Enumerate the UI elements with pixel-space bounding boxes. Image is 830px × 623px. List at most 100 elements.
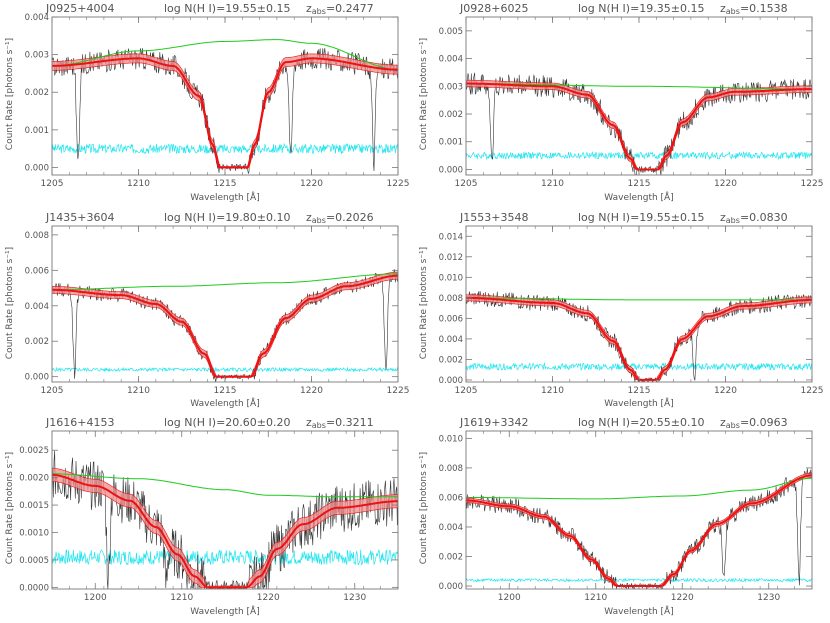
x-tick-label: 1210 <box>541 386 564 396</box>
panel-column-density: log N(H I)=19.55±0.15 <box>578 211 705 224</box>
y-tick-label: 0.000 <box>439 376 463 386</box>
data-spectrum <box>466 72 812 175</box>
y-tick-label: 0.001 <box>25 126 49 136</box>
x-tick-label: 1225 <box>801 386 824 396</box>
x-tick-label: 1220 <box>300 386 323 396</box>
continuum-line <box>52 273 398 291</box>
x-tick-label: 1210 <box>127 386 150 396</box>
x-tick-label: 1215 <box>628 179 651 189</box>
panel-column-density: log N(H I)=19.35±0.15 <box>578 2 705 15</box>
panel-redshift: zabs=0.1538 <box>720 2 788 16</box>
panel-redshift-value: =0.3211 <box>326 416 374 429</box>
panel-ylabel: Count Rate [photons s⁻¹] <box>5 452 15 564</box>
y-tick-label: 0.000 <box>25 163 49 173</box>
plot-frame <box>51 16 399 176</box>
panel-object-name: J1616+4153 <box>45 416 114 429</box>
panel-redshift-value: =0.0830 <box>740 211 788 224</box>
y-tick-label: 0.012 <box>439 253 463 263</box>
y-tick-label: 0.006 <box>439 493 463 503</box>
panel: J1619+3342 log N(H I)=20.55±0.10 zabs=0.… <box>419 416 813 617</box>
fit-line <box>466 474 812 587</box>
x-tick-label: 1225 <box>801 179 824 189</box>
continuum-line <box>52 39 398 71</box>
panel-xlabel: Wavelength [Å] <box>604 397 673 409</box>
panel-object-name: J0928+6025 <box>459 2 528 15</box>
panel-object-name: J1435+3604 <box>45 211 114 224</box>
y-tick-label: 0.010 <box>439 434 463 444</box>
plot-area: 1200 1210 1220 1230 0.000 0.002 0.004 0.006 0.00… <box>439 430 813 603</box>
panel-xlabel: Wavelength [Å] <box>604 605 673 617</box>
plot-area: 1205 1210 1215 1220 1225 0.000 0.002 0.004 0.006… <box>439 225 824 396</box>
x-tick-label: 1225 <box>387 179 410 189</box>
y-tick-label: 0.008 <box>25 231 49 241</box>
x-tick-label: 1220 <box>714 386 737 396</box>
panel-xlabel: Wavelength [Å] <box>604 191 673 203</box>
panel-redshift: zabs=0.0830 <box>720 211 788 225</box>
panel-column-density: log N(H I)=20.60±0.20 <box>164 416 291 429</box>
y-tick-label: 0.010 <box>439 273 463 283</box>
y-tick-label: 0.006 <box>25 266 49 276</box>
error-spectrum <box>466 150 812 161</box>
fit-uncertainty-band <box>52 271 398 377</box>
y-tick-label: 0.003 <box>439 82 463 92</box>
continuum-line <box>466 83 812 90</box>
x-tick-label: 1220 <box>671 593 694 603</box>
y-tick-label: 0.0000 <box>19 583 49 593</box>
plot-layer <box>52 269 398 382</box>
panel-object-name: J1619+3342 <box>459 416 528 429</box>
y-tick-label: 0.008 <box>439 464 463 474</box>
fit-uncertainty-band <box>52 467 398 588</box>
panel-ylabel: Count Rate [photons s⁻¹] <box>419 38 429 150</box>
y-tick-label: 0.002 <box>439 355 463 365</box>
x-tick-label: 1210 <box>170 593 193 603</box>
y-tick-label: 0.001 <box>439 138 463 148</box>
panel-xlabel: Wavelength [Å] <box>190 397 259 409</box>
panel-ylabel: Count Rate [photons s⁻¹] <box>5 38 15 150</box>
panel: J1435+3604 log N(H I)=19.80±0.10 zabs=0.… <box>5 211 409 409</box>
y-tick-label: 0.003 <box>25 51 49 61</box>
x-tick-label: 1205 <box>455 386 478 396</box>
y-tick-label: 0.008 <box>439 294 463 304</box>
x-tick-label: 1215 <box>214 386 237 396</box>
panel-column-density: log N(H I)=19.80±0.10 <box>164 211 291 224</box>
x-tick-label: 1215 <box>628 386 651 396</box>
panel-redshift: zabs=0.3211 <box>306 416 374 430</box>
panel-column-density: log N(H I)=19.55±0.15 <box>164 2 291 15</box>
continuum-line <box>466 297 812 301</box>
y-tick-label: 0.004 <box>439 523 463 533</box>
panel-redshift: zabs=0.2026 <box>306 211 374 225</box>
plot-layer <box>466 72 812 175</box>
y-tick-label: 0.006 <box>439 314 463 324</box>
panel-ylabel: Count Rate [photons s⁻¹] <box>419 452 429 564</box>
error-spectrum <box>52 142 398 155</box>
plot-frame <box>465 16 813 176</box>
y-tick-label: 0.002 <box>439 110 463 120</box>
x-tick-label: 1225 <box>387 386 410 396</box>
panel-object-name: J0925+4004 <box>45 2 114 15</box>
plot-area: 1205 1210 1215 1220 1225 0.000 0.001 0.002 0.003… <box>25 13 410 189</box>
y-tick-label: 0.004 <box>439 335 463 345</box>
y-tick-label: 0.005 <box>439 27 463 37</box>
x-tick-label: 1205 <box>41 179 64 189</box>
y-tick-label: 0.004 <box>25 302 49 312</box>
continuum-line <box>466 477 812 500</box>
x-tick-label: 1200 <box>84 593 107 603</box>
y-tick-label: 0.002 <box>439 553 463 563</box>
plot-area: 1205 1210 1215 1220 1225 0.000 0.002 0.004 0.006… <box>25 225 410 396</box>
fit-line <box>52 57 398 169</box>
error-spectrum <box>52 548 398 566</box>
data-spectrum <box>52 450 398 589</box>
x-tick-label: 1210 <box>127 179 150 189</box>
y-tick-label: 0.0015 <box>19 501 49 511</box>
y-tick-label: 0.000 <box>439 165 463 175</box>
y-tick-label: 0.000 <box>25 373 49 383</box>
x-tick-label: 1220 <box>714 179 737 189</box>
panel: J0928+6025 log N(H I)=19.35±0.15 zabs=0.… <box>419 2 823 203</box>
continuum-line <box>52 473 398 498</box>
y-tick-label: 0.0005 <box>19 556 49 566</box>
panel-redshift: zabs=0.2477 <box>306 2 374 16</box>
x-tick-label: 1205 <box>41 386 64 396</box>
panel-xlabel: Wavelength [Å] <box>190 605 259 617</box>
panel-redshift-value: =0.0963 <box>740 416 788 429</box>
